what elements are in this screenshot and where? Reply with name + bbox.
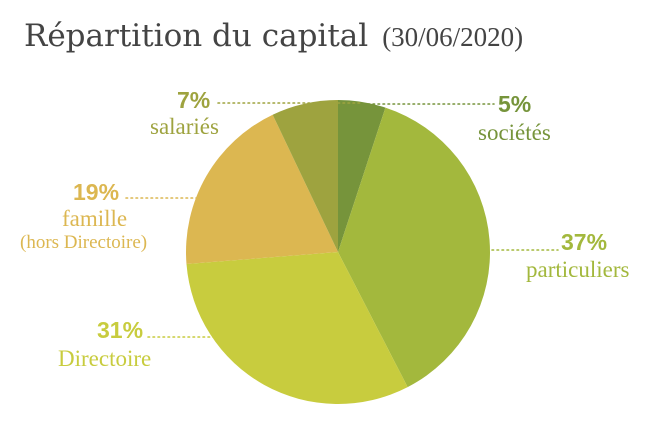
percent-label-salaries: 7% bbox=[177, 87, 210, 113]
category-label-famille: famille bbox=[62, 206, 127, 231]
chart-title: Répartition du capital (30/06/2020) bbox=[24, 18, 523, 54]
category-sublabel-famille: (hors Directoire) bbox=[20, 232, 147, 253]
slice-label-salaries: 7% salariés bbox=[150, 87, 361, 139]
percent-label-famille: 19% bbox=[73, 179, 119, 205]
slice-label-societes: 5% sociétés bbox=[367, 91, 551, 145]
pie-slice-salaries bbox=[272, 100, 338, 252]
category-label-particuliers: particuliers bbox=[526, 257, 630, 282]
pie-slices bbox=[186, 100, 490, 404]
pie-slice-directoire bbox=[186, 252, 408, 404]
category-label-salaries: salariés bbox=[150, 114, 219, 139]
category-label-directoire: Directoire bbox=[58, 346, 151, 371]
chart-title-main: Répartition du capital bbox=[24, 18, 368, 54]
pie-slice-famille bbox=[186, 114, 338, 265]
slice-label-directoire: 31% Directoire bbox=[58, 317, 215, 371]
percent-label-particuliers: 37% bbox=[561, 229, 607, 255]
slice-label-particuliers: 37% particuliers bbox=[491, 229, 630, 282]
pie-slice-particuliers bbox=[338, 107, 490, 388]
percent-label-directoire: 31% bbox=[97, 317, 143, 343]
chart-title-date: (30/06/2020) bbox=[382, 22, 523, 52]
category-label-societes: sociétés bbox=[478, 120, 551, 145]
percent-label-societes: 5% bbox=[498, 91, 531, 117]
slice-label-famille: 19% famille (hors Directoire) bbox=[20, 179, 199, 253]
pie-slice-societes bbox=[338, 100, 386, 252]
